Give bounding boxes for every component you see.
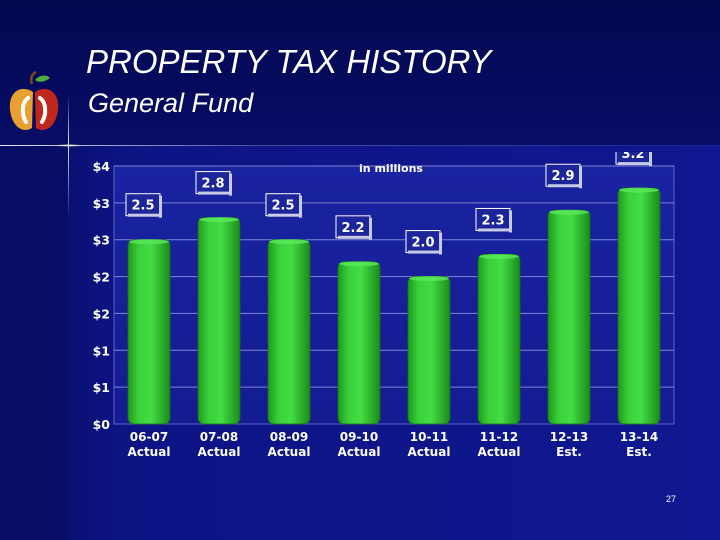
data-label-shadow (268, 213, 302, 217)
bar (197, 217, 241, 425)
data-label-shadow (408, 250, 442, 254)
page-number: 27 (665, 494, 676, 504)
slide-title: PROPERTY TAX HISTORY (86, 43, 492, 80)
x-tick-label: 08-09 (270, 430, 308, 444)
bar (477, 254, 521, 425)
data-label: 2.5 (271, 199, 294, 214)
data-label-shadow (478, 228, 512, 232)
bar-top-highlight (339, 261, 379, 267)
bar-top-highlight (269, 239, 309, 245)
x-tick-label: 12-13 (550, 430, 588, 444)
data-label-shadow (439, 232, 442, 255)
slide-subtitle: General Fund (88, 88, 254, 118)
x-tick-label: 06-07 (130, 430, 168, 444)
y-tick-label: $2 (93, 306, 110, 321)
x-tick-sublabel: Actual (408, 445, 451, 459)
data-label-shadow (338, 235, 372, 239)
bar (617, 187, 661, 425)
bar (127, 239, 171, 425)
y-tick-label: $0 (93, 417, 111, 432)
x-tick-sublabel: Actual (478, 445, 521, 459)
y-tick-label: $2 (93, 270, 110, 285)
data-label: 2.8 (201, 177, 224, 192)
chart-container: $0 $1 $1 $2 $2 $3 $3 $4 in millions 2.5 06-07 Actua… (78, 141, 700, 470)
y-tick-label: $3 (93, 233, 110, 248)
vertical-accent-line (68, 95, 69, 215)
y-tick-label: $3 (93, 196, 110, 211)
bar (547, 209, 591, 425)
x-tick-sublabel: Actual (268, 445, 311, 459)
chart-annotation: in millions (359, 162, 423, 175)
x-tick-sublabel: Est. (556, 445, 582, 459)
data-label: 2.3 (481, 213, 504, 228)
data-label: 3.2 (621, 152, 644, 162)
x-tick-label: 11-12 (480, 430, 518, 444)
y-tick-label: $1 (93, 380, 110, 395)
sparkle-accent (55, 144, 83, 147)
bar-top-highlight (199, 217, 239, 223)
x-tick-label: 07-08 (200, 430, 238, 444)
bar (267, 239, 311, 425)
x-tick-label: 13-14 (620, 430, 658, 444)
data-label-shadow (649, 144, 652, 167)
y-tick-label: $4 (93, 159, 111, 174)
bar (407, 276, 451, 425)
x-tick-sublabel: Actual (198, 445, 241, 459)
bar-top-highlight (409, 276, 449, 282)
header-band (0, 0, 720, 145)
data-label-shadow (618, 162, 652, 166)
x-tick-sublabel: Actual (128, 445, 171, 459)
x-tick-sublabel: Actual (338, 445, 381, 459)
bar-top-highlight (549, 209, 589, 215)
data-label-shadow (229, 173, 232, 196)
data-label-shadow (548, 184, 582, 188)
left-band (0, 145, 68, 540)
bar-top-highlight (479, 253, 519, 259)
data-label-shadow (198, 191, 232, 195)
x-tick-label: 10-11 (410, 430, 448, 444)
data-label-shadow (579, 166, 582, 189)
data-label-shadow (509, 210, 512, 233)
bar-top-highlight (129, 239, 169, 245)
bar-chart: $0$1$1$2$2$3$3$4 in millions2.506-07Actua… (93, 141, 675, 459)
data-label: 2.5 (131, 199, 154, 214)
data-label: 2.0 (411, 236, 434, 251)
x-tick-label: 09-10 (340, 430, 378, 444)
bar-top-highlight (619, 187, 659, 193)
data-label-shadow (299, 195, 302, 218)
apple-icon (9, 70, 59, 130)
y-tick-label: $1 (93, 343, 110, 358)
data-label-shadow (369, 217, 372, 240)
data-label: 2.2 (341, 221, 364, 236)
x-tick-sublabel: Est. (626, 445, 652, 459)
bar (337, 261, 381, 425)
data-label-shadow (128, 213, 162, 217)
header-divider-line (0, 145, 720, 146)
data-label: 2.9 (551, 169, 574, 184)
data-label-shadow (159, 195, 162, 218)
